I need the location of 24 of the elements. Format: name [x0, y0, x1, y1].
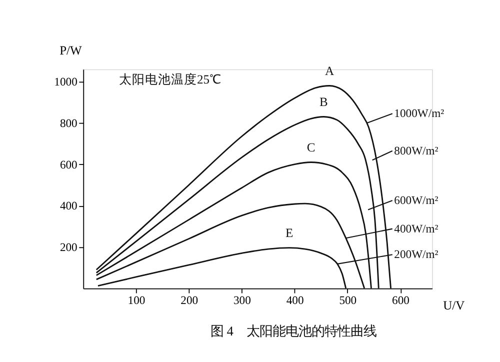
annotation: 800W/m²	[394, 144, 439, 158]
x-axis-title: U/V	[443, 298, 465, 312]
y-tick-label: 800	[60, 116, 78, 130]
x-tick-label: 500	[339, 294, 357, 307]
annotation: 600W/m²	[394, 194, 439, 208]
x-tick-label: 600	[392, 294, 410, 307]
y-tick-label: 400	[60, 200, 78, 213]
series-label: C	[306, 140, 316, 154]
y-axis-title: P/W	[60, 43, 82, 58]
y-tick-label: 1000	[54, 76, 78, 89]
annotation: 太阳电池温度25℃	[118, 72, 222, 87]
annotation: 1000W/m²	[394, 107, 445, 120]
series-label: B	[319, 95, 328, 110]
y-tick-label: 600	[60, 158, 78, 172]
annotation: 200W/m²	[394, 248, 439, 262]
x-tick-label: 200	[180, 294, 198, 307]
series-label: E	[285, 226, 294, 240]
x-tick-label: 100	[128, 294, 146, 307]
annotation: 400W/m²	[394, 222, 439, 236]
x-tick-label: 400	[286, 294, 304, 307]
caption: 图 4 太阳能电池的特性曲线	[210, 324, 376, 339]
y-tick-label: 200	[60, 241, 78, 254]
x-tick-label: 300	[233, 294, 252, 307]
series-label: A	[324, 64, 334, 78]
